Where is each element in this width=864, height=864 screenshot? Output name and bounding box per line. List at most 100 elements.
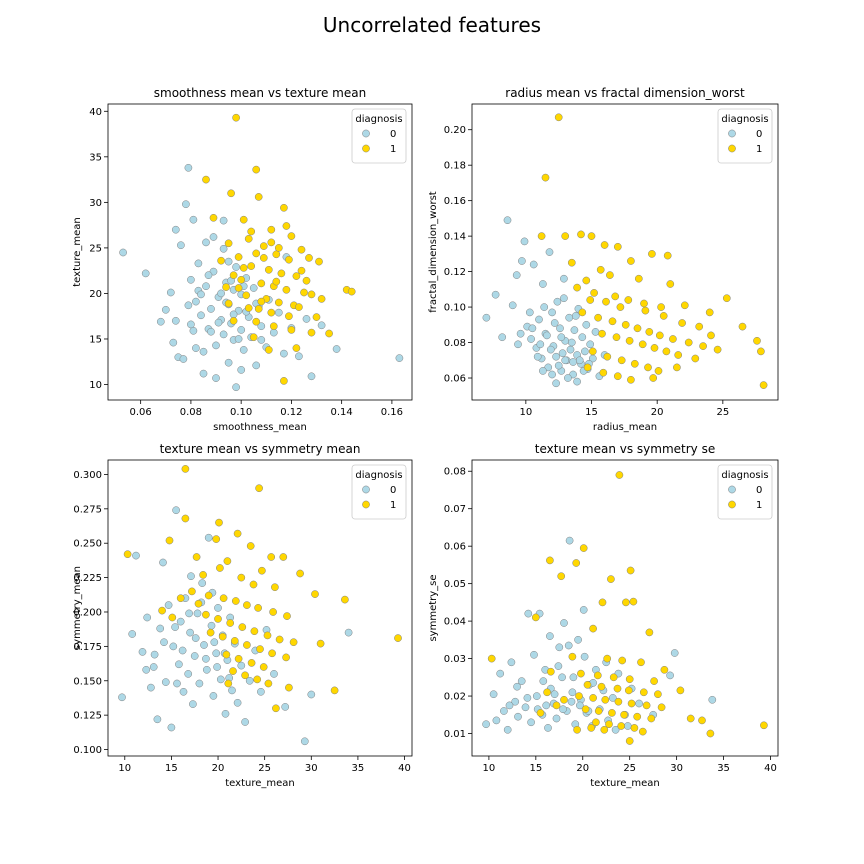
scatter-point [657, 703, 666, 712]
legend-label-0: 0 [756, 129, 762, 140]
scatter-point [341, 595, 349, 604]
scatter-point [573, 283, 581, 292]
y-tick-label: 40 [89, 107, 102, 118]
scatter-point [275, 635, 284, 644]
scatter-point [254, 305, 263, 313]
scatter-point [648, 250, 656, 258]
plot-frame [107, 103, 413, 401]
scatter-point [613, 372, 622, 381]
scatter-point [555, 643, 564, 652]
scatter-point [645, 328, 654, 336]
plot-frame [471, 103, 779, 401]
scatter-point [625, 336, 634, 345]
scatter-point [241, 671, 249, 680]
scatter-point [568, 652, 577, 661]
scatter-point [654, 367, 663, 375]
scatter-point [229, 310, 238, 319]
y-tick-label: 0.06 [444, 542, 466, 553]
scatter-point [514, 340, 522, 349]
y-axis-label: texture_mean [72, 217, 83, 286]
scatter-point [246, 542, 255, 550]
scatter-point [234, 253, 243, 261]
scatter-point [257, 336, 266, 344]
scatter-point [503, 216, 512, 225]
scatter-point [189, 326, 198, 335]
y-tick-label: 0.05 [444, 579, 466, 590]
scatter-point [670, 649, 679, 657]
scatter-point [223, 557, 232, 565]
x-tick-label: 0.12 [280, 407, 302, 418]
scatter-point [214, 615, 222, 623]
scatter-point [609, 673, 618, 682]
scatter-point [560, 695, 568, 704]
x-tick-label: 0.10 [230, 407, 252, 418]
scatter-point [207, 621, 216, 630]
scatter-point [567, 258, 576, 267]
x-tick-label: 20 [212, 763, 225, 774]
scatter-point [598, 329, 606, 338]
scatter-point [594, 313, 602, 322]
scatter-point [184, 163, 193, 172]
scatter-point [561, 232, 570, 240]
scatter-point [587, 724, 596, 732]
scatter-point [659, 312, 668, 320]
scatter-point [244, 304, 253, 312]
scatter-point [149, 663, 158, 671]
legend-label-0: 0 [390, 485, 396, 496]
scatter-point [554, 662, 563, 670]
legend-label-0: 0 [756, 485, 762, 496]
scatter-point [224, 679, 233, 688]
scatter-point [566, 345, 575, 354]
legend-label-1: 1 [390, 500, 396, 511]
y-tick-label: 0.125 [73, 711, 102, 722]
scatter-point [660, 665, 669, 674]
scatter-point [178, 646, 187, 655]
legend-title: diagnosis [721, 470, 768, 481]
x-tick-label: 10 [483, 763, 496, 774]
scatter-point [605, 720, 613, 729]
scatter-point [315, 257, 323, 266]
scatter-point [300, 288, 308, 297]
scatter-point [602, 297, 610, 306]
scatter-point [267, 225, 276, 234]
scatter-point [252, 361, 261, 370]
scatter-point [212, 649, 221, 658]
scatter-point [564, 641, 573, 650]
scatter-point [245, 676, 254, 685]
scatter-point [508, 301, 517, 310]
scatter-point [247, 659, 256, 667]
scatter-point [548, 370, 556, 379]
scatter-point [219, 244, 228, 253]
scatter-point [282, 285, 291, 294]
legend: diagnosis 0 1 [717, 108, 773, 164]
scatter-point [285, 683, 293, 692]
y-axis-label: fractal_dimension_worst [428, 191, 439, 313]
x-tick-label: 15 [165, 763, 178, 774]
scatter-point [579, 544, 588, 552]
scatter-point [571, 312, 580, 320]
x-tick-label: 25 [623, 763, 636, 774]
scatter-point [577, 669, 585, 678]
scatter-point [119, 248, 127, 257]
legend-label-1: 1 [756, 144, 762, 155]
y-tick-label: 0.03 [444, 654, 466, 665]
scatter-point [713, 345, 722, 354]
scatter-point [603, 654, 612, 663]
series-1 [537, 113, 768, 389]
scatter-point [317, 321, 326, 330]
scatter-point [498, 333, 507, 342]
scatter-point [176, 617, 185, 626]
scatter-point [192, 553, 201, 561]
scatter-point [599, 368, 608, 377]
subplot-2: radius mean vs fractal dimension_worst10… [428, 86, 779, 433]
scatter-point [269, 322, 278, 331]
scatter-point [187, 320, 195, 329]
scatter-point [243, 601, 251, 609]
scatter-point [625, 737, 634, 745]
scatter-point [601, 695, 610, 704]
subplot-1: smoothness mean vs texture mean 0.06 0.08 0… [72, 86, 413, 433]
plot-frame [107, 459, 413, 757]
y-tick-label: 0.06 [444, 374, 466, 385]
scatter-point [505, 701, 514, 710]
scatter-point [552, 379, 560, 388]
